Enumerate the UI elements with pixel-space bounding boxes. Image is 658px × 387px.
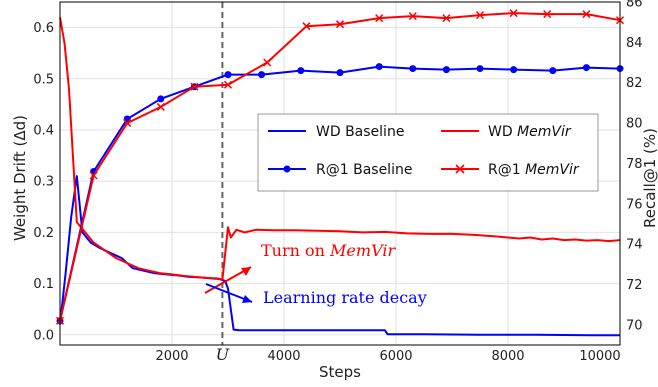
x-axis-label: Steps — [319, 363, 361, 381]
data-point-r1-memvir — [509, 9, 518, 18]
y-right-tick-label: 82 — [626, 76, 643, 91]
data-point-r1-baseline — [157, 95, 165, 103]
y-left-tick-label: 0.4 — [33, 123, 54, 138]
x-tick-label: 4000 — [267, 349, 300, 364]
legend: WD Baseline WD MemVir R@1 Baseline R@1 M… — [257, 113, 599, 192]
x-tick-label: 8000 — [491, 349, 524, 364]
y-axis-right-label: Recall@1 (%) — [641, 128, 658, 228]
y-left-tick-label: 0.3 — [33, 175, 54, 190]
y-right-tick-label: 74 — [626, 238, 643, 253]
data-point-r1-memvir — [123, 119, 132, 128]
y-axis-left-label: Weight Drift (Δd) — [11, 115, 29, 241]
data-point-r1-baseline — [336, 69, 344, 77]
series-layer — [55, 2, 625, 345]
data-point-r1-baseline — [375, 63, 383, 71]
annotation-lr-decay-arrowhead — [242, 295, 252, 303]
x-tick-label: 2000 — [155, 349, 188, 364]
legend-label-wd-memvir: WD MemVir — [488, 124, 572, 140]
series-line-wd-memvir — [59, 17, 621, 281]
y-right-tick-label: 78 — [626, 157, 643, 172]
data-point-r1-memvir — [156, 102, 165, 111]
y-right-tick-label: 76 — [626, 197, 643, 212]
x-tick-label: 10000 — [579, 349, 620, 364]
data-point-r1-baseline — [476, 65, 484, 73]
y-left-tick-label: 0.6 — [33, 21, 54, 36]
legend-label-r1-baseline: R@1 Baseline — [316, 162, 412, 178]
ticks: 2000 4000 6000 8000 10000 0.0 0.1 0.2 0.3 0.4 0.5 0… — [33, 0, 642, 364]
data-point-r1-memvir — [263, 58, 272, 67]
legend-box — [257, 113, 599, 192]
legend-marker-r1-baseline — [283, 165, 291, 173]
legend-marker-r1-memvir — [455, 164, 465, 174]
annotation-turn-on-label: Turn on MemVir — [261, 241, 396, 260]
annotation-turn-on-arrowhead — [241, 267, 251, 276]
data-point-r1-memvir — [442, 14, 451, 23]
plot-frame — [59, 1, 621, 346]
data-point-r1-memvir — [543, 10, 552, 19]
data-point-r1-baseline — [442, 66, 450, 74]
legend-label-r1-memvir: R@1 MemVir — [488, 162, 580, 178]
data-point-r1-baseline — [258, 71, 266, 79]
data-point-r1-memvir — [302, 22, 311, 31]
data-point-r1-memvir — [190, 82, 199, 91]
data-point-r1-memvir — [89, 171, 98, 180]
data-point-r1-baseline — [409, 65, 417, 73]
y-right-tick-label: 86 — [626, 0, 643, 11]
annotation-lr-decay: Learning rate decay — [205, 283, 427, 307]
data-point-r1-memvir — [582, 10, 591, 19]
data-point-r1-memvir — [408, 12, 417, 21]
y-right-tick-label: 72 — [626, 278, 643, 293]
data-point-r1-memvir — [375, 14, 384, 23]
data-point-r1-memvir — [475, 11, 485, 20]
y-right-tick-label: 84 — [626, 36, 643, 51]
data-point-r1-baseline — [510, 66, 518, 74]
y-right-tick-label: 70 — [626, 318, 643, 333]
data-point-r1-baseline — [297, 67, 305, 75]
data-point-r1-memvir — [223, 80, 233, 89]
data-point-r1-baseline — [224, 71, 232, 79]
y-left-tick-label: 0.0 — [33, 328, 54, 343]
y-left-tick-label: 0.1 — [33, 277, 54, 292]
data-point-r1-baseline — [582, 64, 590, 72]
y-left-tick-label: 0.5 — [33, 72, 54, 87]
u-marker-label: U — [216, 345, 230, 364]
x-tick-label: 6000 — [379, 349, 412, 364]
y-left-tick-label: 0.2 — [33, 226, 54, 241]
data-point-r1-baseline — [549, 67, 557, 75]
y-right-tick-label: 80 — [626, 117, 643, 132]
annotation-turn-on: Turn on MemVir — [204, 241, 396, 294]
annotation-lr-decay-label: Learning rate decay — [263, 288, 427, 307]
legend-label-wd-baseline: WD Baseline — [316, 124, 404, 140]
data-point-r1-memvir — [335, 20, 345, 29]
